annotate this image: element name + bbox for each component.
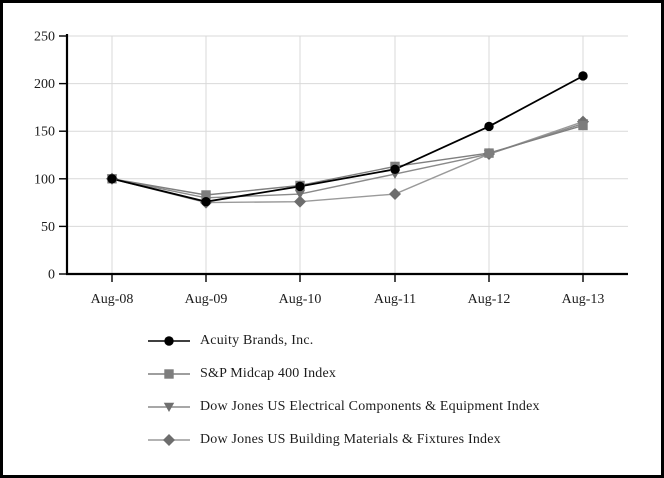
legend-label: Dow Jones US Electrical Components & Equ… bbox=[200, 399, 540, 414]
chart-legend: Acuity Brands, Inc. S&P Midcap 400 Index… bbox=[148, 332, 540, 464]
svg-text:Aug-09: Aug-09 bbox=[185, 292, 228, 307]
circle-marker-icon bbox=[148, 336, 190, 346]
square-marker-icon bbox=[148, 369, 190, 379]
triangle-down-marker-icon bbox=[148, 402, 190, 412]
svg-text:Aug-11: Aug-11 bbox=[374, 292, 416, 307]
legend-item: S&P Midcap 400 Index bbox=[148, 365, 540, 383]
legend-item: Dow Jones US Building Materials & Fixtur… bbox=[148, 431, 540, 449]
svg-text:250: 250 bbox=[34, 30, 55, 45]
svg-text:150: 150 bbox=[34, 125, 55, 140]
svg-text:50: 50 bbox=[41, 220, 55, 235]
svg-text:0: 0 bbox=[48, 268, 55, 283]
performance-line-chart: 0 50 100 150 200 250 Aug-08 Aug-09 Aug-10 Aug-11 A… bbox=[34, 30, 628, 307]
diamond-marker-icon bbox=[148, 434, 190, 446]
svg-text:Aug-13: Aug-13 bbox=[562, 292, 605, 307]
legend-label: S&P Midcap 400 Index bbox=[200, 366, 337, 381]
svg-text:Aug-10: Aug-10 bbox=[279, 292, 322, 307]
legend-item: Acuity Brands, Inc. bbox=[148, 332, 540, 350]
legend-label: Dow Jones US Building Materials & Fixtur… bbox=[200, 432, 501, 447]
legend-item: Dow Jones US Electrical Components & Equ… bbox=[148, 398, 540, 416]
svg-text:Aug-12: Aug-12 bbox=[468, 292, 511, 307]
legend-label: Acuity Brands, Inc. bbox=[200, 333, 314, 348]
svg-text:100: 100 bbox=[34, 172, 55, 187]
svg-text:200: 200 bbox=[34, 77, 55, 92]
svg-text:Aug-08: Aug-08 bbox=[91, 292, 134, 307]
